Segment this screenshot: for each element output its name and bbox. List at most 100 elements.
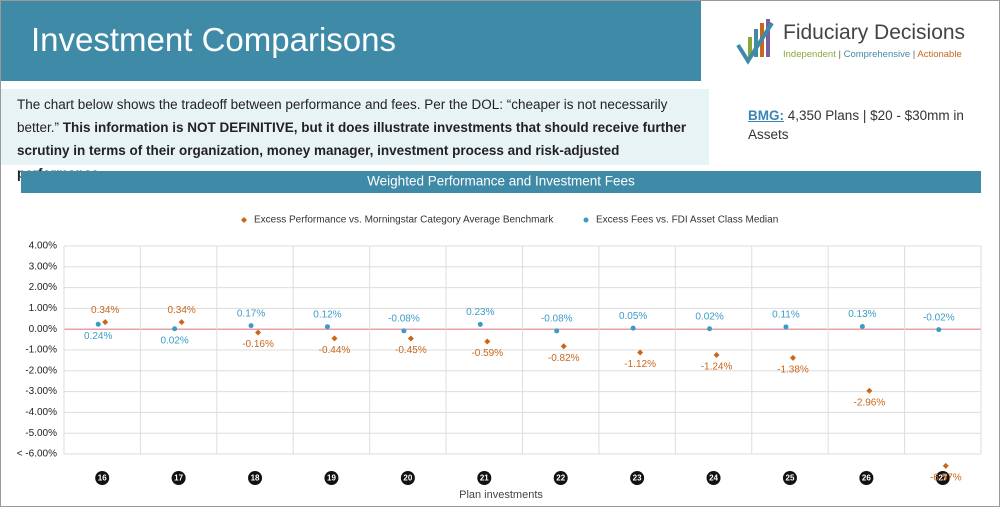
data-point xyxy=(248,323,254,329)
data-label: -0.82% xyxy=(548,353,580,364)
tagline-item: Independent xyxy=(783,49,836,60)
category-badge xyxy=(477,471,492,485)
plan-info: BMG: 4,350 Plans | $20 - $30mm in Assets xyxy=(748,106,968,144)
y-tick-label: 3.00% xyxy=(29,261,57,272)
y-tick-label: 2.00% xyxy=(29,282,57,293)
data-label: 0.02% xyxy=(695,311,723,322)
x-tick-label: 18 xyxy=(251,474,260,483)
category-badge xyxy=(859,471,874,485)
data-point xyxy=(630,325,636,331)
data-point xyxy=(866,387,873,394)
data-label: -0.59% xyxy=(471,348,503,359)
data-label: 0.34% xyxy=(91,305,119,316)
chart-title-bar xyxy=(21,171,981,193)
category-badge xyxy=(935,471,950,485)
y-tick-label: -3.00% xyxy=(25,386,57,397)
separator: | xyxy=(838,49,841,60)
x-tick-label: 26 xyxy=(862,474,871,483)
x-tick-label: 16 xyxy=(98,474,107,483)
data-label: -1.24% xyxy=(701,362,733,373)
y-tick-label: -2.00% xyxy=(25,365,57,376)
plan-text: 4,350 Plans | $20 - $30mm in Assets xyxy=(748,108,964,142)
x-axis-label: Plan investments xyxy=(459,489,543,501)
x-tick-label: 23 xyxy=(633,474,642,483)
y-tick-label: 0.00% xyxy=(29,324,57,335)
tagline-item: Actionable xyxy=(917,49,962,60)
y-tick-label: -5.00% xyxy=(25,428,57,439)
data-label: 0.23% xyxy=(466,307,494,318)
data-point xyxy=(936,327,942,333)
x-tick-label: 25 xyxy=(786,474,795,483)
separator: | xyxy=(912,49,916,60)
data-label: -0.44% xyxy=(319,345,351,356)
category-badge xyxy=(706,471,721,485)
data-point xyxy=(707,326,713,332)
data-label: -2.96% xyxy=(854,397,886,408)
x-tick-label: 21 xyxy=(480,474,489,483)
data-point xyxy=(331,335,338,342)
category-badge xyxy=(95,471,110,485)
data-point xyxy=(789,354,796,361)
x-tick-label: 17 xyxy=(174,474,183,483)
x-tick-label: 20 xyxy=(403,474,412,483)
data-point xyxy=(783,324,789,330)
data-point xyxy=(859,323,865,329)
data-point xyxy=(477,321,483,327)
y-tick-label: 1.00% xyxy=(29,303,57,314)
x-tick-label: 19 xyxy=(327,474,336,483)
y-tick-label: -4.00% xyxy=(25,407,57,418)
data-point xyxy=(172,326,178,332)
y-tick-label: < -6.00% xyxy=(17,449,57,460)
logo-tagline: Independent | Comprehensive | Actionable xyxy=(783,49,965,60)
logo-icon xyxy=(736,19,774,65)
data-point xyxy=(942,462,949,469)
data-label: 0.02% xyxy=(160,335,188,346)
header-bar: Investment Comparisons xyxy=(1,1,701,81)
data-label: -0.45% xyxy=(395,345,427,356)
tagline-item: Comprehensive xyxy=(843,49,911,60)
data-point xyxy=(407,335,414,342)
legend-marker xyxy=(583,217,589,223)
data-label: 0.34% xyxy=(167,305,195,316)
data-point xyxy=(102,319,109,326)
y-tick-label: -1.00% xyxy=(25,345,57,356)
data-point xyxy=(637,349,644,356)
data-point xyxy=(255,329,262,336)
intro-text: The chart below shows the tradeoff betwe… xyxy=(17,97,668,135)
data-point xyxy=(560,343,567,350)
data-point xyxy=(401,328,407,334)
category-badge xyxy=(324,471,339,485)
data-label: -0.08% xyxy=(388,314,420,325)
category-badge xyxy=(248,471,263,485)
data-point xyxy=(484,338,491,345)
data-label: 0.24% xyxy=(84,331,112,342)
page-title: Investment Comparisons xyxy=(31,21,396,58)
legend-label: Excess Performance vs. Morningstar Categ… xyxy=(254,215,554,226)
x-tick-label: 24 xyxy=(709,474,718,483)
data-point xyxy=(713,351,720,358)
category-badge xyxy=(171,471,186,485)
data-label: -1.38% xyxy=(777,365,809,376)
plan-label[interactable]: BMG: xyxy=(748,108,784,123)
category-badge xyxy=(782,471,797,485)
category-badge xyxy=(400,471,415,485)
data-label: 0.13% xyxy=(848,309,876,320)
y-tick-label: 4.00% xyxy=(29,241,57,252)
data-label: 0.05% xyxy=(619,311,647,322)
data-point xyxy=(95,321,101,327)
data-point xyxy=(554,328,560,334)
data-label: -1.12% xyxy=(624,359,656,370)
data-label: -0.02% xyxy=(923,312,955,323)
data-point xyxy=(324,324,330,330)
category-badge xyxy=(630,471,645,485)
data-label: 0.11% xyxy=(772,310,800,321)
data-label: -6.57% xyxy=(930,472,962,483)
data-label: 0.12% xyxy=(313,309,341,320)
category-badge xyxy=(553,471,568,485)
logo: Fiduciary Decisions Independent | Compre… xyxy=(783,21,965,60)
data-label: -0.08% xyxy=(541,314,573,325)
chart-title: Weighted Performance and Investment Fees xyxy=(367,174,635,189)
legend-marker xyxy=(241,217,247,223)
